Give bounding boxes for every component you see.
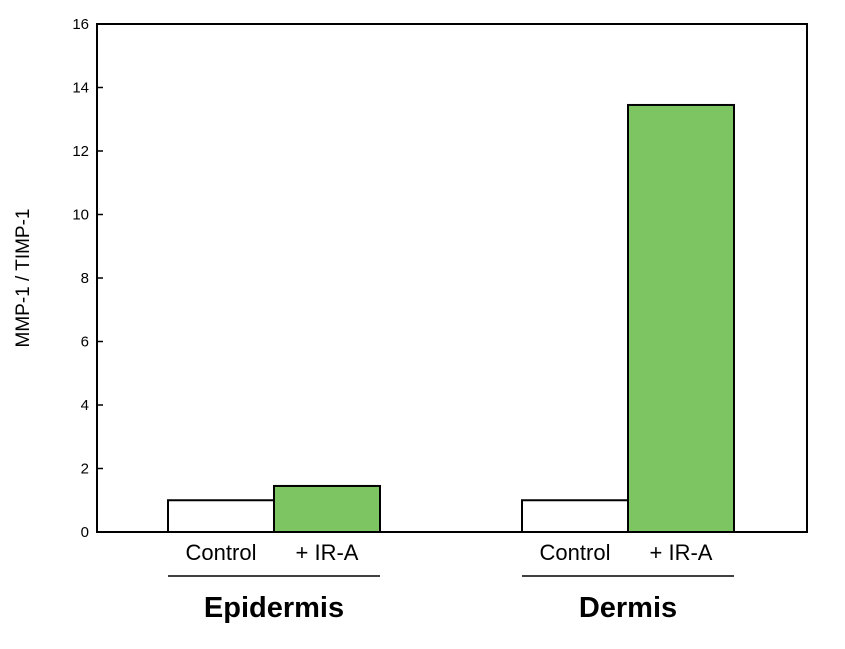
bar-label: + IR-A: [296, 540, 359, 565]
y-tick-label: 6: [81, 334, 89, 351]
y-tick-label: 12: [72, 143, 89, 160]
bar-label: + IR-A: [650, 540, 713, 565]
y-tick-label: 0: [81, 524, 89, 541]
bar-label: Control: [540, 540, 611, 565]
bar-labels: Control + IR-A Control + IR-A: [186, 540, 713, 565]
y-axis-ticks: 0 2 4 6 8 10 12 14 16: [72, 16, 103, 541]
bar-epidermis-ir-a: [273, 484, 381, 533]
y-tick-label: 4: [81, 397, 89, 414]
group-labels: Epidermis Dermis: [168, 575, 734, 624]
group-label-epidermis: Epidermis: [204, 592, 344, 624]
y-tick-label: 2: [81, 461, 89, 478]
bar-dermis-ir-a: [627, 103, 735, 534]
y-tick-label: 14: [72, 80, 89, 97]
y-axis-label: MMP-1 / TIMP-1: [13, 209, 34, 348]
y-tick-label: 10: [72, 207, 89, 224]
y-tick-label: 16: [72, 16, 89, 33]
bar-label: Control: [186, 540, 257, 565]
y-tick-label: 8: [81, 270, 89, 287]
group-label-dermis: Dermis: [579, 592, 677, 624]
bars: [167, 103, 735, 534]
bar-dermis-control: [521, 499, 629, 533]
bar-epidermis-control: [167, 499, 275, 533]
